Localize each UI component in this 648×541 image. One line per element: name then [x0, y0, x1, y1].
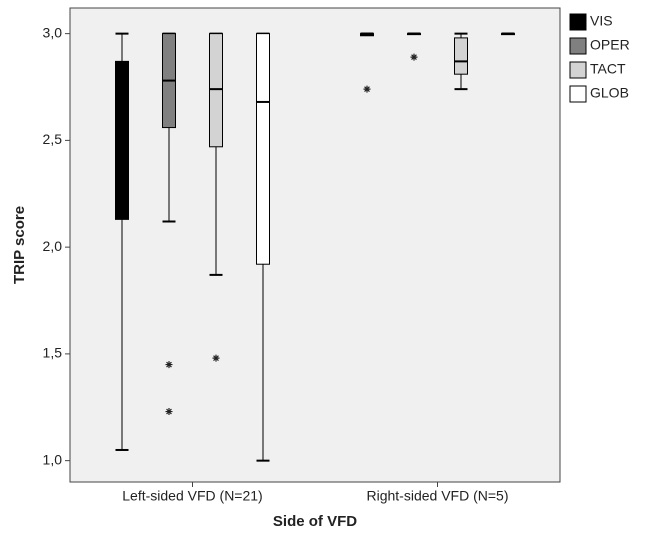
legend-swatch [569, 37, 587, 55]
y-tick-label: 1,0 [43, 451, 63, 467]
legend-swatch [569, 13, 587, 31]
box [209, 33, 223, 148]
outlier [212, 354, 220, 362]
outlier [410, 53, 418, 61]
box [256, 33, 270, 265]
box [454, 37, 468, 75]
x-axis-title: Side of VFD [273, 513, 357, 530]
legend-label: GLOB [590, 85, 629, 101]
box [115, 60, 129, 220]
outlier [363, 85, 371, 93]
y-tick-label: 3,0 [43, 24, 63, 40]
x-tick-label: Right-sided VFD (N=5) [367, 488, 509, 504]
y-tick-label: 1,5 [43, 345, 63, 361]
legend-label: TACT [590, 61, 626, 77]
legend-label: OPER [590, 37, 630, 53]
y-tick-label: 2,0 [43, 238, 63, 254]
legend-swatch [569, 61, 587, 79]
outlier [165, 408, 173, 416]
plot-area [69, 7, 561, 483]
y-tick-label: 2,5 [43, 131, 63, 147]
x-tick-label: Left-sided VFD (N=21) [122, 488, 262, 504]
legend-label: VIS [590, 13, 613, 29]
y-axis-title: TRIP score [11, 206, 28, 284]
legend-swatch [569, 85, 587, 103]
outlier [165, 361, 173, 369]
